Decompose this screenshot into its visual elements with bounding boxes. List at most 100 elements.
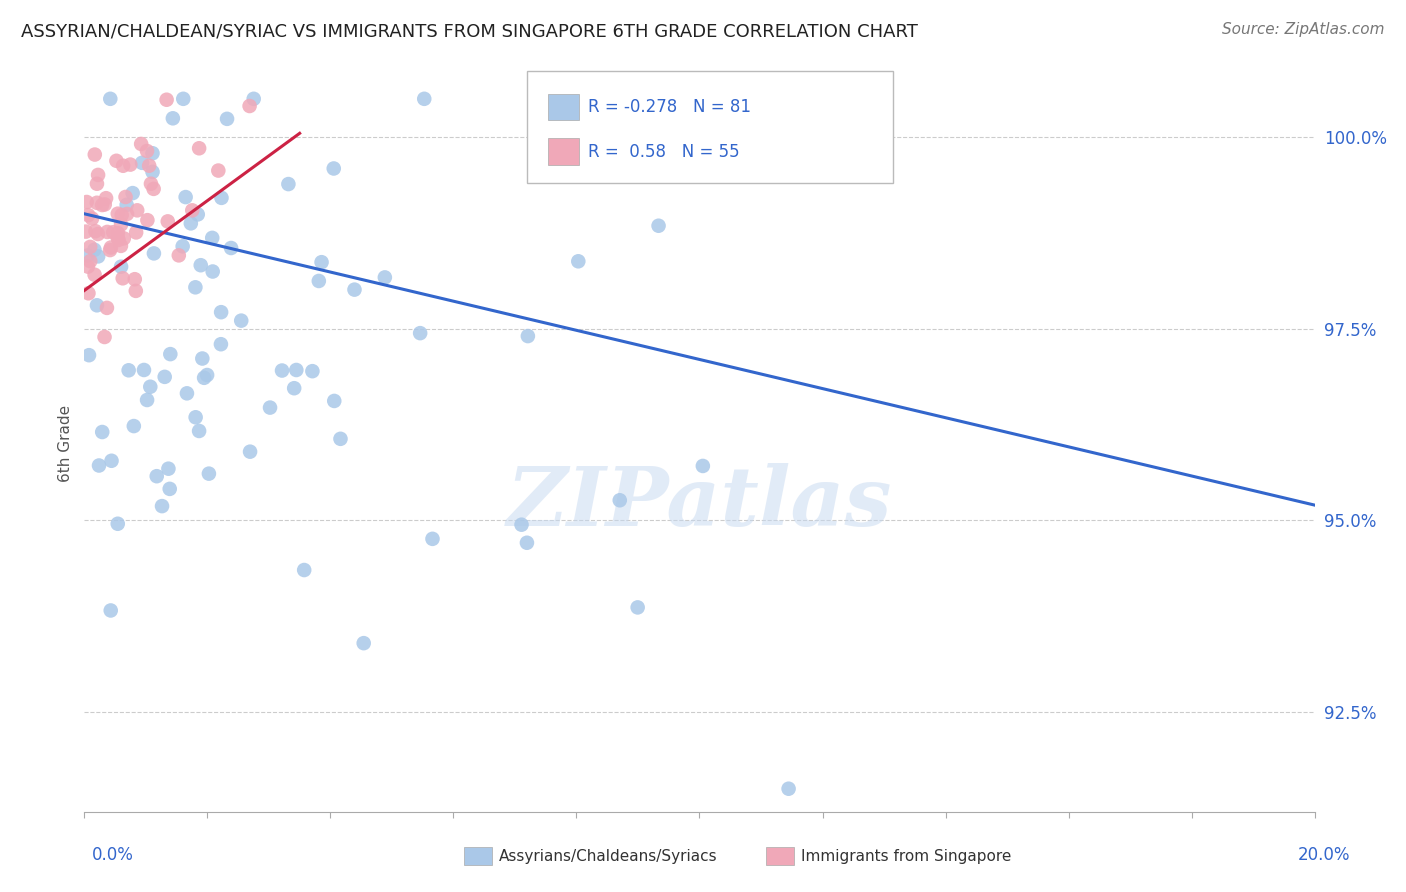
Point bbox=[156, 93, 179, 107]
Point bbox=[516, 535, 538, 549]
Point bbox=[308, 274, 330, 288]
Point bbox=[107, 516, 129, 531]
Point bbox=[353, 636, 375, 650]
Point bbox=[156, 214, 179, 228]
Y-axis label: 6th Grade: 6th Grade bbox=[58, 405, 73, 483]
Point bbox=[242, 92, 264, 106]
Point bbox=[141, 165, 163, 179]
Point bbox=[231, 313, 253, 327]
Point bbox=[413, 92, 436, 106]
Point bbox=[91, 198, 114, 212]
Text: 0.0%: 0.0% bbox=[91, 846, 134, 863]
Point bbox=[323, 393, 346, 408]
Text: R =  0.58   N = 55: R = 0.58 N = 55 bbox=[588, 143, 740, 161]
Point bbox=[96, 301, 118, 315]
Point bbox=[76, 249, 98, 263]
Text: ASSYRIAN/CHALDEAN/SYRIAC VS IMMIGRANTS FROM SINGAPORE 6TH GRADE CORRELATION CHAR: ASSYRIAN/CHALDEAN/SYRIAC VS IMMIGRANTS F… bbox=[21, 22, 918, 40]
Point bbox=[75, 225, 97, 239]
Point bbox=[94, 191, 117, 205]
Point bbox=[141, 146, 163, 161]
Point bbox=[105, 153, 128, 168]
Point bbox=[271, 363, 294, 377]
Point bbox=[136, 392, 159, 407]
Text: Source: ZipAtlas.com: Source: ZipAtlas.com bbox=[1222, 22, 1385, 37]
Point bbox=[409, 326, 432, 340]
Point bbox=[180, 216, 202, 230]
Point bbox=[283, 381, 305, 395]
Point bbox=[311, 255, 333, 269]
Point bbox=[125, 226, 148, 240]
Point bbox=[100, 240, 122, 254]
Point bbox=[209, 337, 232, 351]
Point bbox=[114, 190, 136, 204]
Point bbox=[98, 92, 121, 106]
Point bbox=[83, 268, 105, 282]
Point bbox=[77, 348, 100, 362]
Point bbox=[162, 112, 184, 126]
Point bbox=[211, 191, 233, 205]
Point bbox=[692, 458, 714, 473]
Point bbox=[87, 227, 110, 241]
Point bbox=[190, 258, 212, 272]
Point bbox=[100, 603, 122, 617]
Point bbox=[181, 203, 204, 218]
Point bbox=[609, 493, 631, 508]
Point bbox=[79, 240, 101, 254]
Point bbox=[118, 363, 141, 377]
Point bbox=[86, 195, 108, 210]
Point bbox=[87, 249, 110, 263]
Point bbox=[129, 136, 152, 151]
Point bbox=[301, 364, 323, 378]
Point bbox=[107, 230, 129, 244]
Point bbox=[115, 198, 138, 212]
Point bbox=[647, 219, 669, 233]
Point bbox=[96, 225, 118, 239]
Point bbox=[83, 147, 105, 161]
Point bbox=[516, 329, 538, 343]
Point bbox=[103, 225, 125, 239]
Point bbox=[167, 248, 190, 262]
Point bbox=[136, 144, 159, 158]
Point bbox=[125, 284, 148, 298]
Point bbox=[98, 243, 121, 257]
Point bbox=[87, 458, 110, 473]
Text: Assyrians/Chaldeans/Syriacs: Assyrians/Chaldeans/Syriacs bbox=[499, 849, 717, 863]
Point bbox=[111, 208, 134, 222]
Point bbox=[86, 177, 108, 191]
Text: ZIPatlas: ZIPatlas bbox=[506, 463, 893, 542]
Point bbox=[80, 211, 103, 226]
Text: Immigrants from Singapore: Immigrants from Singapore bbox=[801, 849, 1012, 863]
Point bbox=[112, 231, 135, 245]
Point bbox=[77, 208, 100, 222]
Text: R = -0.278   N = 81: R = -0.278 N = 81 bbox=[588, 98, 751, 116]
Point bbox=[184, 410, 207, 425]
Point bbox=[107, 233, 129, 247]
Point bbox=[322, 161, 344, 176]
Point bbox=[174, 190, 197, 204]
Point bbox=[239, 99, 262, 113]
Point bbox=[107, 207, 129, 221]
Point bbox=[778, 781, 800, 796]
Point bbox=[110, 260, 132, 274]
Point bbox=[139, 177, 162, 191]
Point bbox=[127, 203, 149, 218]
Point bbox=[142, 246, 165, 260]
Point bbox=[111, 271, 134, 285]
Point bbox=[188, 424, 211, 438]
Point bbox=[76, 194, 98, 209]
Point bbox=[219, 241, 242, 255]
Point bbox=[201, 231, 224, 245]
Point bbox=[122, 419, 145, 434]
Point bbox=[215, 112, 238, 126]
Point bbox=[176, 386, 198, 401]
Point bbox=[139, 380, 162, 394]
Point bbox=[91, 425, 114, 439]
Point bbox=[100, 454, 122, 468]
Point bbox=[107, 226, 129, 240]
Point bbox=[86, 298, 108, 312]
Point bbox=[77, 286, 100, 301]
Point bbox=[145, 469, 167, 483]
Point bbox=[292, 563, 315, 577]
Point bbox=[172, 92, 194, 106]
Point bbox=[112, 159, 135, 173]
